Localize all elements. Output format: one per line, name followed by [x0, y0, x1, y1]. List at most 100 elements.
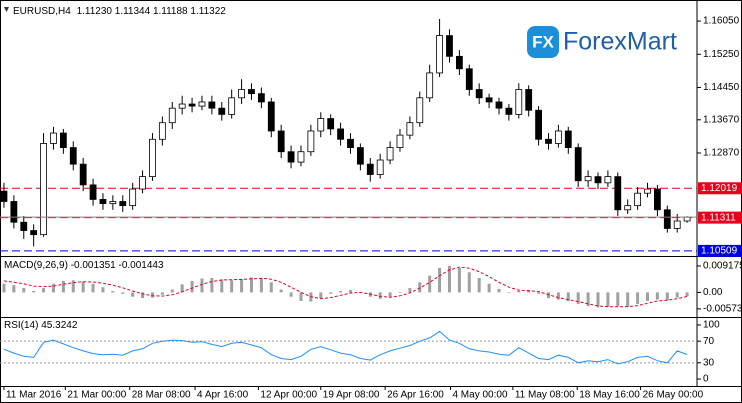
x-tick-label: 11 May 08:00: [515, 390, 575, 401]
close-label: 1.11322: [190, 6, 226, 17]
rsi-header: RSI(14) 45.3242: [4, 320, 78, 331]
macd-bar: [12, 285, 16, 293]
candle-body: [515, 89, 523, 115]
level-label: 1.10509: [701, 246, 738, 257]
y-tick-label: -0.00573: [703, 304, 742, 315]
y-tick-label: 70: [703, 336, 715, 347]
macd-bar: [586, 292, 590, 307]
candle-body: [525, 89, 533, 111]
candle-body: [178, 103, 186, 109]
candle-body: [465, 68, 473, 90]
x-tick-label: 12 Apr 00:00: [260, 390, 317, 401]
macd-bar: [348, 290, 352, 293]
candle-body: [436, 35, 443, 74]
candle-body: [218, 107, 226, 115]
candle-body: [584, 176, 592, 182]
x-tick-label: 4 May 00:00: [452, 390, 507, 401]
macd-bar: [131, 292, 135, 297]
candle-body: [119, 201, 127, 207]
candle-body: [624, 205, 632, 211]
candle-body: [495, 101, 503, 109]
candle-body: [663, 209, 671, 229]
level-badge: [698, 182, 742, 195]
candle-body: [683, 216, 691, 222]
macd-bar: [507, 292, 511, 293]
macd-bar: [497, 288, 501, 293]
macd-bar: [447, 265, 451, 293]
symbol: EURUSD,H4: [13, 6, 71, 17]
macd-bar: [655, 292, 659, 300]
macd-bar: [645, 292, 649, 302]
macd-bar: [685, 292, 689, 297]
macd-bar: [190, 280, 194, 293]
macd-bar: [457, 267, 461, 293]
candle-body: [0, 190, 8, 202]
candle-body: [485, 97, 493, 103]
candle-body: [327, 118, 335, 130]
candle-body: [208, 101, 216, 109]
macd-bar: [527, 290, 531, 293]
macd-bar: [210, 278, 214, 293]
candle-body: [634, 192, 641, 207]
macd-bar: [606, 292, 610, 307]
macd-bar: [576, 292, 580, 304]
candle-body: [406, 122, 414, 136]
macd-bar: [2, 283, 6, 293]
macd-bar: [249, 277, 253, 293]
candle-body: [129, 188, 137, 207]
candle-body: [614, 176, 622, 211]
macd-bar: [42, 288, 46, 293]
candle-body: [89, 184, 97, 200]
macd-bar: [269, 282, 273, 293]
y-tick-label: 100: [703, 320, 720, 331]
candle-body: [337, 128, 344, 140]
macd-bar: [636, 292, 640, 304]
rsi-line: [3, 330, 688, 365]
macd-bar: [81, 281, 85, 293]
candle-body: [535, 109, 542, 140]
macd-bar: [339, 290, 343, 293]
macd-bar: [517, 290, 521, 293]
candle-body: [168, 107, 176, 124]
candle-body: [653, 188, 661, 211]
macd-bar: [111, 290, 115, 293]
macd-bar: [240, 279, 244, 293]
y-tick-label: 1.12870: [703, 148, 740, 159]
candle-body: [317, 118, 325, 132]
candle-body: [475, 89, 483, 99]
macd-bar: [32, 290, 36, 293]
macd-bar: [61, 280, 65, 293]
candle-body: [505, 107, 513, 115]
macd-bar: [537, 292, 541, 294]
macd-bar: [91, 283, 95, 293]
macd-bar: [467, 272, 471, 293]
x-tick-label: 26 Apr 16:00: [387, 390, 444, 401]
candle-body: [99, 199, 107, 204]
rsi-title: RSI(14): [4, 320, 38, 331]
candle-body: [50, 132, 57, 144]
candle-body: [248, 89, 255, 95]
open-label: 1.11230: [77, 6, 113, 17]
candle-body: [366, 163, 374, 175]
macd-bar: [51, 283, 55, 293]
candle-body: [574, 147, 582, 182]
y-tick-label: 1.15250: [703, 49, 740, 60]
macd-bar: [200, 278, 204, 293]
candle-body: [238, 89, 245, 99]
candle-body: [79, 163, 87, 186]
y-tick-label: 0: [703, 374, 709, 385]
macd-bar: [408, 288, 412, 293]
y-tick-label: 1.14450: [703, 82, 740, 93]
y-tick-label: 0.009175: [703, 261, 742, 272]
chart-icon: [4, 7, 9, 12]
candle-body: [139, 176, 146, 190]
candle-body: [109, 201, 117, 204]
macd-bar: [428, 275, 432, 293]
candle-body: [40, 143, 47, 236]
candle-body: [287, 151, 295, 163]
macd-bar: [418, 282, 422, 293]
y-tick-label: 1.16050: [703, 16, 740, 27]
candle-body: [158, 122, 166, 140]
low-label: 1.11188: [153, 6, 188, 17]
macd-bar: [665, 292, 669, 301]
